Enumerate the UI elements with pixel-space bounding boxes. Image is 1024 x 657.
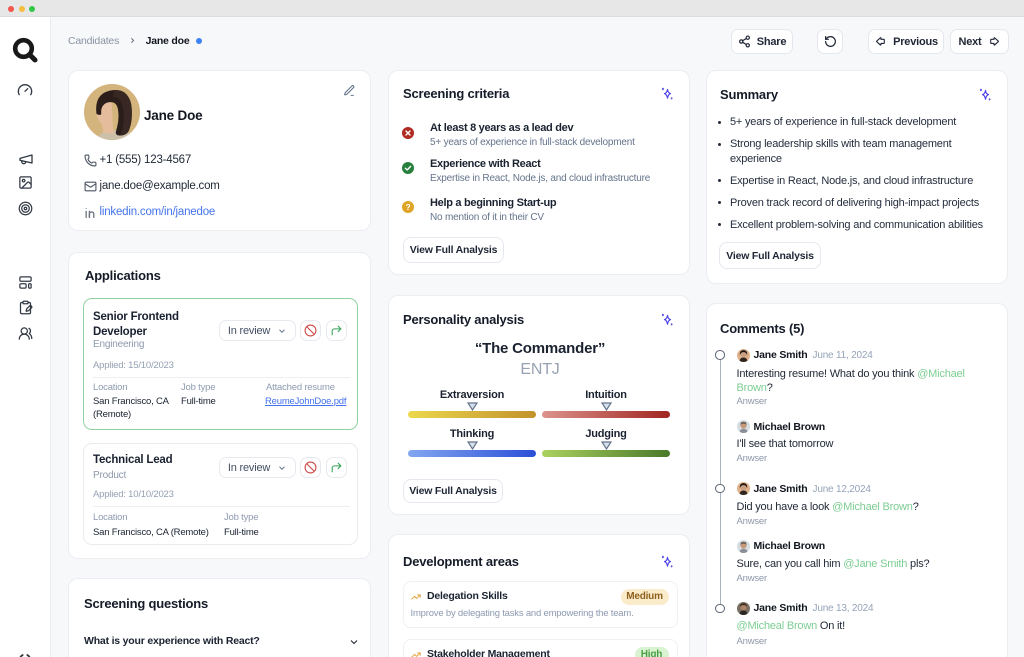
svg-text:?: ? (406, 202, 411, 212)
